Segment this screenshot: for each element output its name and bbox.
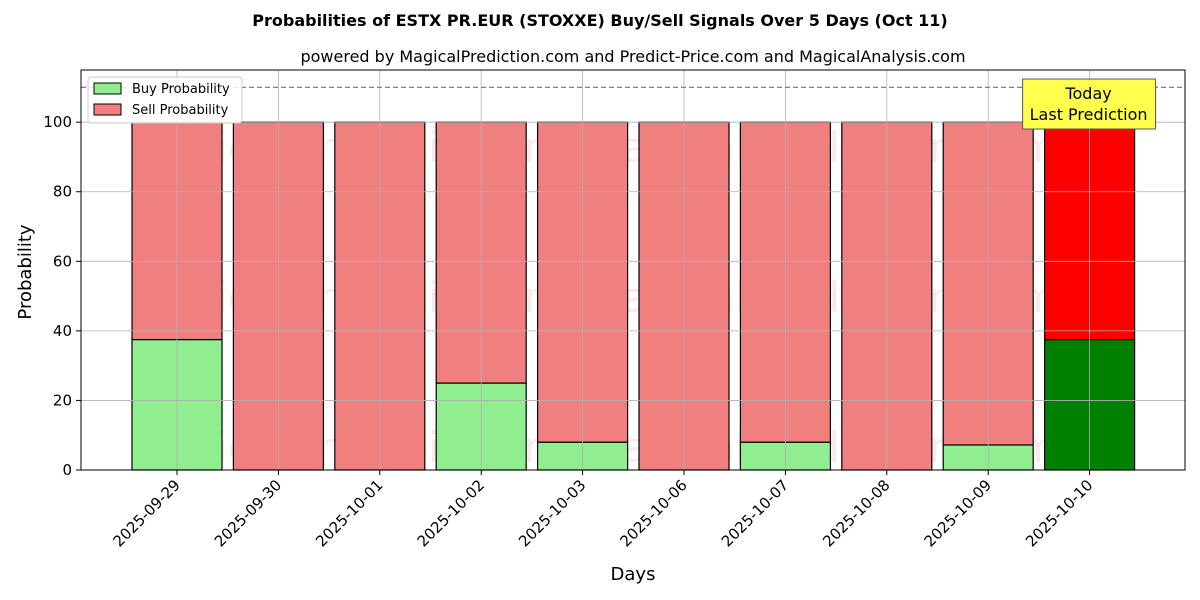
plot-area: MagicalAnalysis.comMagicalPrediction.com…: [43, 69, 1186, 550]
annotation-text: Last Prediction: [1030, 105, 1148, 124]
legend-label-sell: Sell Probability: [132, 103, 229, 118]
y-tick-label: 80: [53, 183, 72, 201]
chart-subtitle: powered by MagicalPrediction.com and Pre…: [300, 47, 965, 66]
legend-swatch-sell: [93, 103, 122, 116]
x-tick-label: 2025-09-30: [211, 476, 285, 550]
x-tick-label: 2025-10-06: [616, 476, 690, 550]
y-axis-label: Probability: [15, 224, 36, 319]
x-tick-label: 2025-09-29: [109, 476, 183, 550]
y-tick-label: 100: [43, 113, 72, 131]
x-tick-label: 2025-10-09: [921, 476, 995, 550]
legend-swatch-buy: [93, 82, 122, 95]
y-tick-label: 40: [53, 322, 72, 340]
x-axis-label: Days: [611, 564, 656, 585]
plot-frame: [80, 69, 1186, 471]
chart-title: Probabilities of ESTX PR.EUR (STOXXE) Bu…: [252, 11, 948, 30]
x-tick-label: 2025-10-01: [312, 476, 386, 550]
x-tick-label: 2025-10-08: [819, 476, 893, 550]
y-tick-label: 20: [53, 391, 72, 409]
x-tick-label: 2025-10-03: [515, 476, 589, 550]
legend-label-buy: Buy Probability: [132, 82, 230, 97]
y-tick-label: 60: [53, 252, 72, 270]
annotation-box: [1022, 78, 1157, 130]
y-tick-label: 0: [62, 461, 72, 479]
x-tick-label: 2025-10-07: [718, 476, 792, 550]
x-tick-label: 2025-10-02: [414, 476, 488, 550]
legend-box: [87, 76, 243, 124]
annotation-text: Today: [1064, 84, 1111, 103]
x-tick-label: 2025-10-10: [1022, 476, 1096, 550]
